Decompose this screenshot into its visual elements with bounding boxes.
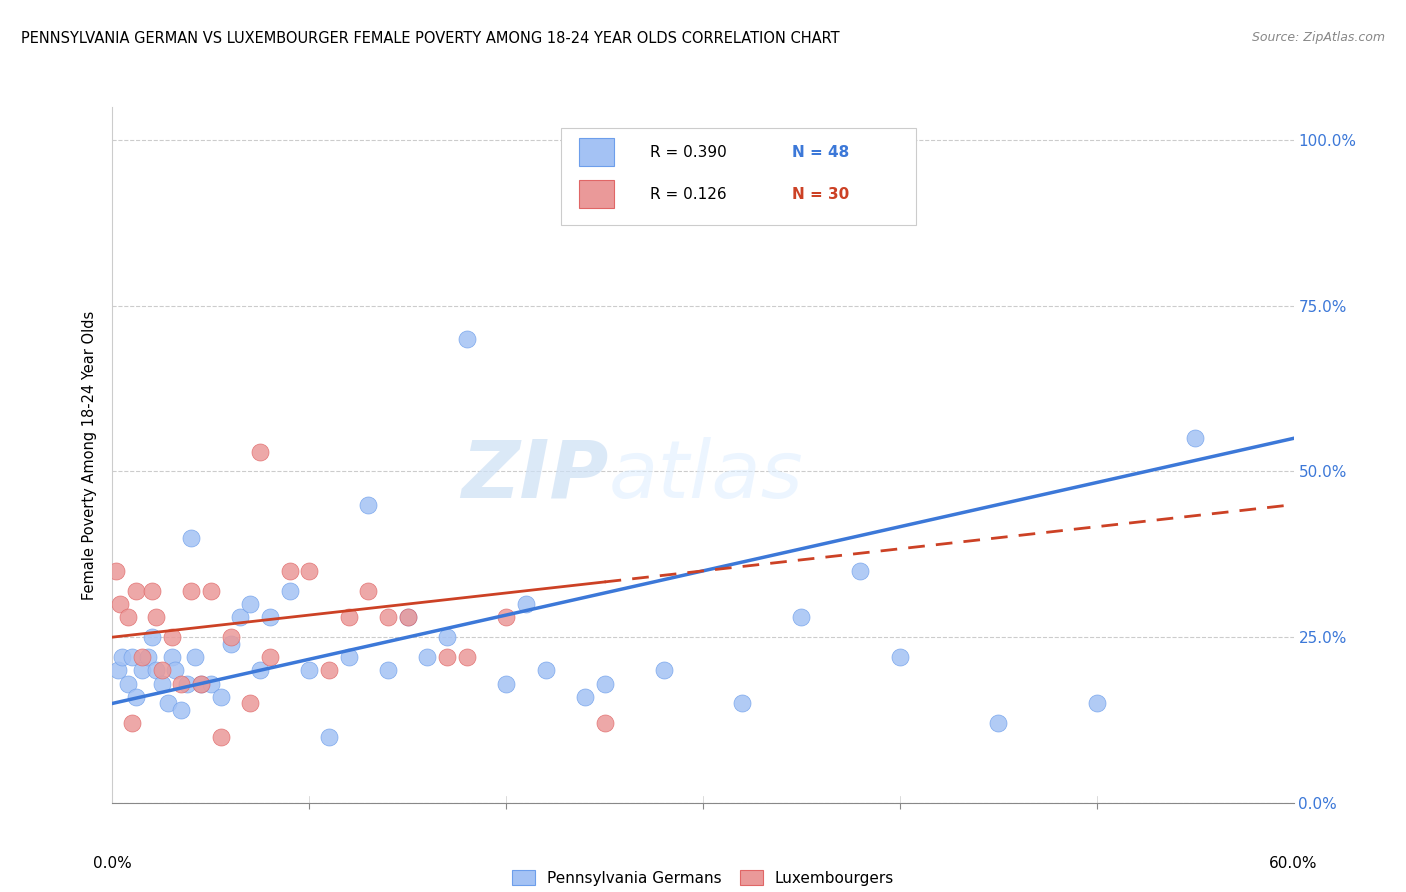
Point bbox=[131, 650, 153, 665]
Point bbox=[170, 703, 193, 717]
Point bbox=[117, 676, 139, 690]
Point bbox=[107, 663, 129, 677]
Point bbox=[131, 663, 153, 677]
Text: N = 48: N = 48 bbox=[792, 145, 849, 160]
Text: Source: ZipAtlas.com: Source: ZipAtlas.com bbox=[1251, 31, 1385, 45]
Point bbox=[298, 564, 321, 578]
Point bbox=[160, 650, 183, 665]
Point bbox=[150, 663, 173, 677]
Point bbox=[1184, 431, 1206, 445]
Point bbox=[141, 583, 163, 598]
Point bbox=[190, 676, 212, 690]
Point bbox=[184, 650, 207, 665]
Point bbox=[593, 676, 616, 690]
Point bbox=[209, 690, 232, 704]
Point bbox=[239, 597, 262, 611]
Point bbox=[249, 444, 271, 458]
Point bbox=[456, 650, 478, 665]
FancyBboxPatch shape bbox=[579, 138, 614, 166]
Point bbox=[396, 610, 419, 624]
Point bbox=[849, 564, 872, 578]
Point bbox=[160, 630, 183, 644]
Text: 60.0%: 60.0% bbox=[1270, 855, 1317, 871]
Point bbox=[889, 650, 911, 665]
Point bbox=[377, 610, 399, 624]
Point bbox=[357, 583, 380, 598]
Point bbox=[298, 663, 321, 677]
Point bbox=[176, 676, 198, 690]
Point bbox=[121, 716, 143, 731]
Point bbox=[145, 663, 167, 677]
Point bbox=[377, 663, 399, 677]
FancyBboxPatch shape bbox=[561, 128, 915, 226]
Point bbox=[180, 531, 202, 545]
Point bbox=[495, 676, 517, 690]
Point bbox=[219, 630, 242, 644]
Point bbox=[495, 610, 517, 624]
Point bbox=[141, 630, 163, 644]
Point bbox=[209, 730, 232, 744]
Point bbox=[156, 697, 179, 711]
Point bbox=[200, 583, 222, 598]
Text: N = 30: N = 30 bbox=[792, 186, 849, 202]
Point bbox=[170, 676, 193, 690]
Point bbox=[357, 498, 380, 512]
Point bbox=[125, 690, 148, 704]
Legend: Pennsylvania Germans, Luxembourgers: Pennsylvania Germans, Luxembourgers bbox=[512, 870, 894, 886]
Point bbox=[396, 610, 419, 624]
Point bbox=[110, 597, 132, 611]
Point bbox=[259, 610, 281, 624]
Text: R = 0.390: R = 0.390 bbox=[650, 145, 727, 160]
Point bbox=[165, 663, 187, 677]
Y-axis label: Female Poverty Among 18-24 Year Olds: Female Poverty Among 18-24 Year Olds bbox=[82, 310, 97, 599]
Point bbox=[219, 637, 242, 651]
Point bbox=[117, 610, 139, 624]
Point bbox=[249, 663, 271, 677]
Point bbox=[278, 564, 301, 578]
Point bbox=[136, 650, 159, 665]
Point bbox=[574, 690, 596, 704]
Point bbox=[652, 663, 675, 677]
Point bbox=[436, 630, 458, 644]
Point bbox=[105, 564, 128, 578]
Point bbox=[121, 650, 143, 665]
Text: atlas: atlas bbox=[609, 437, 803, 515]
Point bbox=[190, 676, 212, 690]
FancyBboxPatch shape bbox=[579, 180, 614, 208]
Point bbox=[125, 583, 148, 598]
Point bbox=[593, 716, 616, 731]
Point bbox=[790, 610, 813, 624]
Text: 0.0%: 0.0% bbox=[93, 855, 132, 871]
Point bbox=[180, 583, 202, 598]
Point bbox=[200, 676, 222, 690]
Point bbox=[337, 650, 360, 665]
Point bbox=[278, 583, 301, 598]
Text: ZIP: ZIP bbox=[461, 437, 609, 515]
Point bbox=[436, 650, 458, 665]
Text: R = 0.126: R = 0.126 bbox=[650, 186, 727, 202]
Point bbox=[150, 676, 173, 690]
Point bbox=[515, 597, 537, 611]
Text: PENNSYLVANIA GERMAN VS LUXEMBOURGER FEMALE POVERTY AMONG 18-24 YEAR OLDS CORRELA: PENNSYLVANIA GERMAN VS LUXEMBOURGER FEMA… bbox=[21, 31, 839, 46]
Point bbox=[259, 650, 281, 665]
Point bbox=[239, 697, 262, 711]
Point bbox=[318, 730, 340, 744]
Point bbox=[456, 332, 478, 346]
Point bbox=[987, 716, 1010, 731]
Point bbox=[229, 610, 252, 624]
Point bbox=[534, 663, 557, 677]
Point bbox=[416, 650, 439, 665]
Point bbox=[111, 650, 134, 665]
Point bbox=[145, 610, 167, 624]
Point bbox=[1085, 697, 1108, 711]
Point bbox=[318, 663, 340, 677]
Point bbox=[731, 697, 754, 711]
Point bbox=[337, 610, 360, 624]
